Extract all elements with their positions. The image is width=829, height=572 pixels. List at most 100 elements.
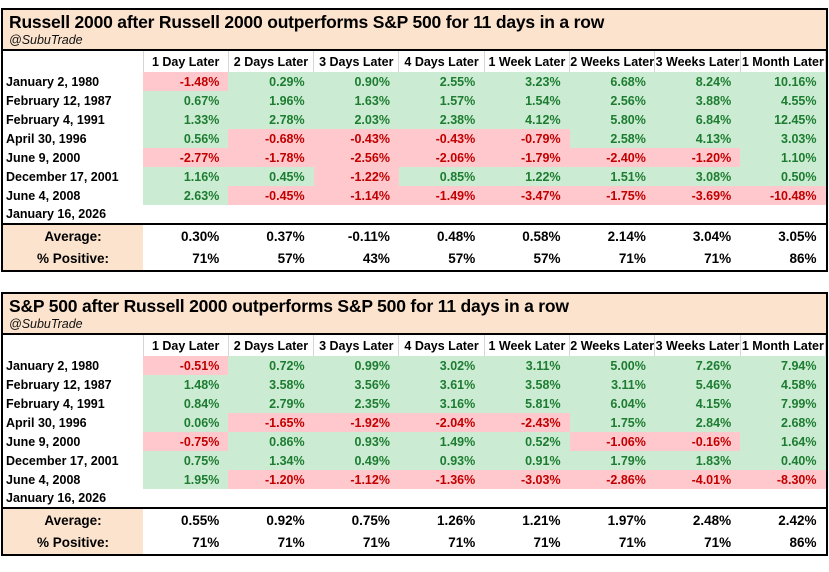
- summary-label: Average:: [3, 507, 143, 531]
- return-cell: 2.03%: [313, 110, 399, 129]
- return-cell: 1.96%: [228, 91, 314, 110]
- return-cell: 0.99%: [313, 356, 399, 375]
- summary-value-cell: 71%: [143, 531, 229, 554]
- summary-row: % Positive: 71% 57% 43% 57% 57% 71% 71% 86%: [3, 247, 826, 270]
- row-date-label: April 30, 1996: [3, 413, 143, 432]
- summary-value-cell: 86%: [740, 531, 826, 554]
- summary-label: % Positive:: [3, 247, 143, 270]
- summary-value-cell: 0.30%: [143, 223, 229, 247]
- row-date-label: June 9, 2000: [3, 432, 143, 451]
- return-cell: 7.26%: [654, 356, 741, 375]
- return-cell: [740, 205, 826, 224]
- return-cell: -1.49%: [398, 186, 485, 205]
- author-handle: @SubuTrade: [9, 317, 83, 331]
- return-cell: -1.92%: [313, 413, 399, 432]
- return-cell: 0.84%: [143, 394, 229, 413]
- return-cell: 3.11%: [484, 356, 570, 375]
- table-row: January 2, 1980 -1.48% 0.29% 0.90% 2.55% 3.23…: [3, 72, 826, 91]
- table-row: June 4, 2008 1.95% -1.20% -1.12% -1.36% -3.03…: [3, 470, 826, 489]
- table-row: February 4, 1991 0.84% 2.79% 2.35% 3.16% 5.81…: [3, 394, 826, 413]
- panel-title: Russell 2000 after Russell 2000 outperfo…: [9, 12, 605, 32]
- return-cell: 1.49%: [398, 432, 485, 451]
- row-date-label: February 12, 1987: [3, 91, 143, 110]
- return-cell: -0.45%: [228, 186, 314, 205]
- return-cell: 3.56%: [313, 375, 399, 394]
- author-handle: @SubuTrade: [9, 33, 83, 47]
- table-row: February 12, 1987 1.48% 3.58% 3.56% 3.61% 3.5…: [3, 375, 826, 394]
- return-cell: 4.13%: [654, 129, 741, 148]
- return-cell: -0.75%: [143, 432, 229, 451]
- column-header: 2 Weeks Later: [569, 51, 656, 72]
- column-header: 1 Month Later: [740, 335, 827, 356]
- return-cell: 2.38%: [398, 110, 485, 129]
- table-row: June 9, 2000 -0.75% 0.86% 0.93% 1.49% 0.52% -1…: [3, 432, 826, 451]
- table-row: January 2, 1980 -0.51% 0.72% 0.99% 3.02% 3.11…: [3, 356, 826, 375]
- return-cell: -1.75%: [569, 186, 655, 205]
- return-cell: 1.64%: [740, 432, 826, 451]
- return-cell: -2.06%: [398, 148, 485, 167]
- return-cell: 5.80%: [569, 110, 655, 129]
- column-header: 2 Days Later: [228, 51, 315, 72]
- return-cell: -10.48%: [740, 186, 826, 205]
- return-cell: [654, 205, 741, 224]
- summary-value-cell: 57%: [484, 247, 570, 270]
- summary-value-cell: 0.75%: [313, 507, 399, 531]
- return-cell: 0.56%: [143, 129, 229, 148]
- return-cell: 0.67%: [143, 91, 229, 110]
- summary-value-cell: 2.14%: [569, 223, 655, 247]
- return-cell: [740, 489, 826, 508]
- sp-500-returns-table: 1 Day Later 2 Days Later 3 Days Later 4 Day…: [3, 335, 827, 554]
- return-cell: 1.83%: [654, 451, 741, 470]
- summary-value-cell: 71%: [484, 531, 570, 554]
- return-cell: -2.43%: [484, 413, 570, 432]
- column-header: 1 Day Later: [143, 335, 229, 356]
- return-cell: [398, 205, 485, 224]
- return-cell: 0.29%: [228, 72, 314, 91]
- return-cell: -4.01%: [654, 470, 741, 489]
- column-header: 1 Day Later: [143, 51, 229, 72]
- summary-value-cell: 57%: [228, 247, 314, 270]
- return-cell: 5.46%: [654, 375, 741, 394]
- return-cell: 3.58%: [484, 375, 570, 394]
- return-cell: -1.78%: [228, 148, 314, 167]
- return-cell: 0.50%: [740, 167, 826, 186]
- summary-value-cell: 71%: [313, 531, 399, 554]
- return-cell: [143, 489, 229, 508]
- summary-value-cell: 2.42%: [740, 507, 826, 531]
- column-header-row: 1 Day Later 2 Days Later 3 Days Later 4 Day…: [3, 51, 827, 72]
- summary-value-cell: 71%: [228, 531, 314, 554]
- return-cell: 4.12%: [484, 110, 570, 129]
- return-cell: 0.90%: [313, 72, 399, 91]
- summary-value-cell: 0.37%: [228, 223, 314, 247]
- return-cell: 2.35%: [313, 394, 399, 413]
- summary-value-cell: 71%: [654, 531, 741, 554]
- row-date-label: June 4, 2008: [3, 186, 143, 205]
- return-cell: -1.20%: [654, 148, 741, 167]
- return-cell: 7.94%: [740, 356, 826, 375]
- return-cell: -1.06%: [569, 432, 655, 451]
- row-date-label: January 16, 2026: [3, 489, 143, 508]
- return-cell: 8.24%: [654, 72, 741, 91]
- return-cell: -0.43%: [398, 129, 485, 148]
- column-header: 4 Days Later: [398, 51, 485, 72]
- return-cell: -0.68%: [228, 129, 314, 148]
- return-cell: -0.16%: [654, 432, 741, 451]
- return-cell: 3.08%: [654, 167, 741, 186]
- summary-value-cell: 0.55%: [143, 507, 229, 531]
- summary-value-cell: 0.48%: [398, 223, 485, 247]
- return-cell: 6.68%: [569, 72, 655, 91]
- column-header: 2 Days Later: [228, 335, 315, 356]
- return-cell: 0.49%: [313, 451, 399, 470]
- summary-value-cell: 71%: [654, 247, 741, 270]
- return-cell: [398, 489, 485, 508]
- panel-header: S&P 500 after Russell 2000 outperforms S…: [3, 294, 826, 335]
- return-cell: [313, 205, 399, 224]
- column-header: 2 Weeks Later: [569, 335, 656, 356]
- return-cell: [569, 205, 655, 224]
- return-cell: 5.00%: [569, 356, 655, 375]
- return-cell: 0.06%: [143, 413, 229, 432]
- return-cell: [484, 205, 570, 224]
- column-header-row: 1 Day Later 2 Days Later 3 Days Later 4 Day…: [3, 335, 827, 356]
- return-cell: 7.99%: [740, 394, 826, 413]
- summary-value-cell: 2.48%: [654, 507, 741, 531]
